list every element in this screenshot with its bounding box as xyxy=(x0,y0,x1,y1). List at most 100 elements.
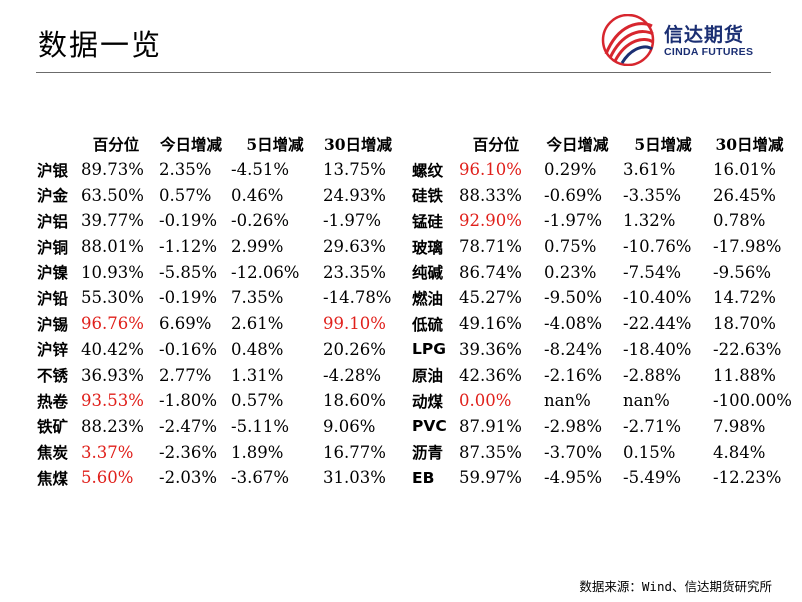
percentile-cell: 89.73% xyxy=(81,160,144,180)
table-header-row: 百分位 今日增减 5日增减 30日增减 xyxy=(412,131,792,157)
five-day-change-cell: -2.88% xyxy=(623,365,681,385)
percentile-cell: 5.60% xyxy=(81,468,134,488)
percentile-cell: 78.71% xyxy=(459,237,522,257)
table-row: 沪锌 40.42% -0.16% 0.48% 20.26% xyxy=(37,337,397,363)
percentile-cell: 96.10% xyxy=(459,160,522,180)
table-row: 纯碱 86.74% 0.23% -7.54% -9.56% xyxy=(412,259,792,285)
five-day-change-cell: 2.99% xyxy=(231,237,284,257)
daily-change-cell: -5.85% xyxy=(159,262,217,282)
thirty-day-change-cell: 11.88% xyxy=(713,365,776,385)
header-5day-change: 5日增减 xyxy=(634,134,692,154)
commodity-name: 硅铁 xyxy=(412,187,444,206)
header-name xyxy=(37,131,81,157)
thirty-day-change-cell: 4.84% xyxy=(713,442,766,462)
table-row: 动煤 0.00% nan% nan% -100.00% xyxy=(412,388,792,414)
data-source-note: 数据来源：Wind、信达期货研究所 xyxy=(579,579,772,594)
five-day-change-cell: 3.61% xyxy=(623,160,676,180)
daily-change-cell: 2.77% xyxy=(159,365,212,385)
thirty-day-change-cell: 16.77% xyxy=(323,442,386,462)
commodity-name: 沪铝 xyxy=(37,212,69,231)
percentile-cell: 87.91% xyxy=(459,416,522,436)
daily-change-cell: -0.19% xyxy=(159,288,217,308)
commodity-name: 低硫 xyxy=(412,315,444,334)
logo-name-cn: 信达期货 xyxy=(664,24,745,46)
percentile-cell: 3.37% xyxy=(81,442,134,462)
five-day-change-cell: -18.40% xyxy=(623,339,692,359)
daily-change-cell: 6.69% xyxy=(159,314,212,334)
thirty-day-change-cell: 16.01% xyxy=(713,160,776,180)
table-row: 不锈 36.93% 2.77% 1.31% -4.28% xyxy=(37,362,397,388)
table-row: 沪银 89.73% 2.35% -4.51% 13.75% xyxy=(37,157,397,183)
thirty-day-change-cell: 24.93% xyxy=(323,185,386,205)
table-row: 玻璃 78.71% 0.75% -10.76% -17.98% xyxy=(412,234,792,260)
commodity-name: 螺纹 xyxy=(412,161,444,180)
daily-change-cell: -4.95% xyxy=(544,468,602,488)
thirty-day-change-cell: 18.60% xyxy=(323,391,386,411)
daily-change-cell: -0.69% xyxy=(544,185,602,205)
commodity-name: 纯碱 xyxy=(412,264,444,283)
daily-change-cell: -3.70% xyxy=(544,442,602,462)
percentile-cell: 92.90% xyxy=(459,211,522,231)
five-day-change-cell: -5.49% xyxy=(623,468,681,488)
commodity-name: 沪金 xyxy=(37,187,69,206)
logo-name-en: CINDA FUTURES xyxy=(664,46,754,58)
five-day-change-cell: -5.11% xyxy=(231,416,289,436)
five-day-change-cell: -10.76% xyxy=(623,237,692,257)
five-day-change-cell: -3.35% xyxy=(623,185,681,205)
commodity-name: EB xyxy=(412,468,435,487)
table-row: PVC 87.91% -2.98% -2.71% 7.98% xyxy=(412,414,792,440)
percentile-cell: 86.74% xyxy=(459,262,522,282)
thirty-day-change-cell: -22.63% xyxy=(713,339,782,359)
commodity-name: 玻璃 xyxy=(412,238,444,257)
table-row: 燃油 45.27% -9.50% -10.40% 14.72% xyxy=(412,285,792,311)
header-30day-change: 30日增减 xyxy=(715,134,784,154)
daily-change-cell: 2.35% xyxy=(159,160,212,180)
daily-change-cell: -8.24% xyxy=(544,339,602,359)
table-row: EB 59.97% -4.95% -5.49% -12.23% xyxy=(412,465,792,491)
table-row: 热卷 93.53% -1.80% 0.57% 18.60% xyxy=(37,388,397,414)
commodity-name: PVC xyxy=(412,417,447,436)
daily-change-cell: -1.12% xyxy=(159,237,217,257)
left-data-table: 百分位 今日增减 5日增减 30日增减 沪银 89.73% 2.35% -4.51% 1… xyxy=(37,131,397,491)
table-row: 焦煤 5.60% -2.03% -3.67% 31.03% xyxy=(37,465,397,491)
five-day-change-cell: -2.71% xyxy=(623,416,681,436)
five-day-change-cell: 0.15% xyxy=(623,442,676,462)
five-day-change-cell: 2.61% xyxy=(231,314,284,334)
commodity-name: 焦煤 xyxy=(37,469,69,488)
commodity-name: 沪铅 xyxy=(37,289,69,308)
commodity-name: LPG xyxy=(412,340,446,359)
commodity-name: 铁矿 xyxy=(37,418,69,437)
table-row: 沪锡 96.76% 6.69% 2.61% 99.10% xyxy=(37,311,397,337)
commodity-name: 焦炭 xyxy=(37,444,69,463)
table-row: 锰硅 92.90% -1.97% 1.32% 0.78% xyxy=(412,208,792,234)
commodity-name: 不锈 xyxy=(37,367,69,386)
commodity-name: 沪锌 xyxy=(37,341,69,360)
commodity-name: 热卷 xyxy=(37,392,69,411)
table-row: 沪镍 10.93% -5.85% -12.06% 23.35% xyxy=(37,259,397,285)
table-row: 螺纹 96.10% 0.29% 3.61% 16.01% xyxy=(412,157,792,183)
commodity-name: 沪锡 xyxy=(37,315,69,334)
daily-change-cell: -2.36% xyxy=(159,442,217,462)
table-row: 焦炭 3.37% -2.36% 1.89% 16.77% xyxy=(37,439,397,465)
daily-change-cell: -2.47% xyxy=(159,416,217,436)
daily-change-cell: -1.80% xyxy=(159,391,217,411)
thirty-day-change-cell: 9.06% xyxy=(323,416,376,436)
five-day-change-cell: -12.06% xyxy=(231,262,300,282)
percentile-cell: 88.33% xyxy=(459,185,522,205)
thirty-day-change-cell: 7.98% xyxy=(713,416,766,436)
thirty-day-change-cell: 14.72% xyxy=(713,288,776,308)
percentile-cell: 88.23% xyxy=(81,416,144,436)
commodity-name: 锰硅 xyxy=(412,212,444,231)
percentile-cell: 87.35% xyxy=(459,442,522,462)
five-day-change-cell: -22.44% xyxy=(623,314,692,334)
thirty-day-change-cell: 26.45% xyxy=(713,185,776,205)
thirty-day-change-cell: 99.10% xyxy=(323,314,386,334)
table-row: 原油 42.36% -2.16% -2.88% 11.88% xyxy=(412,362,792,388)
table-row: 硅铁 88.33% -0.69% -3.35% 26.45% xyxy=(412,182,792,208)
percentile-cell: 40.42% xyxy=(81,339,144,359)
table-row: 沪铅 55.30% -0.19% 7.35% -14.78% xyxy=(37,285,397,311)
thirty-day-change-cell: 13.75% xyxy=(323,160,386,180)
header-name xyxy=(412,131,456,157)
right-data-table: 百分位 今日增减 5日增减 30日增减 螺纹 96.10% 0.29% 3.61% 16… xyxy=(412,131,792,491)
thirty-day-change-cell: -100.00% xyxy=(713,391,792,411)
